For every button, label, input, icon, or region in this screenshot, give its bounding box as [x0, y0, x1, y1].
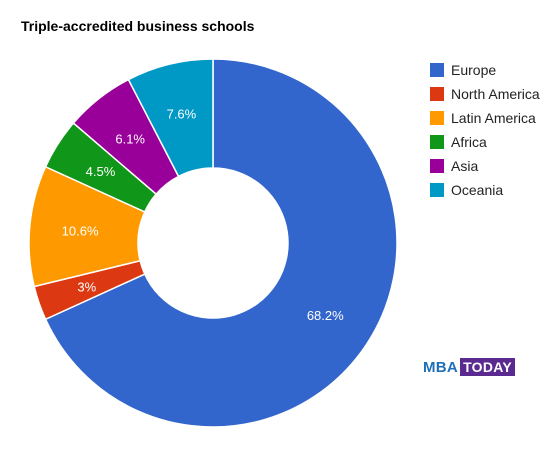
logo-mba-text: MBA — [423, 358, 459, 376]
legend-label-africa: Africa — [451, 134, 487, 150]
slice-label-north-america: 3% — [77, 280, 96, 295]
legend-item-asia: Asia — [430, 154, 540, 178]
slice-label-asia: 6.1% — [115, 131, 145, 146]
legend-swatch-oceania — [430, 183, 444, 197]
slice-label-africa: 4.5% — [86, 164, 116, 179]
slice-label-europe: 68.2% — [307, 308, 344, 323]
legend-item-africa: Africa — [430, 130, 540, 154]
slice-label-latin-america: 10.6% — [62, 223, 99, 238]
legend-item-europe: Europe — [430, 58, 540, 82]
legend-label-europe: Europe — [451, 62, 497, 78]
legend-swatch-europe — [430, 63, 444, 77]
legend-item-oceania: Oceania — [430, 178, 540, 202]
logo-today-text: TODAY — [460, 358, 516, 376]
chart-title: Triple-accredited business schools — [21, 18, 255, 34]
legend-label-asia: Asia — [451, 158, 479, 174]
legend-label-north-america: North America — [451, 86, 540, 102]
legend-label-latin-america: Latin America — [451, 110, 536, 126]
legend-swatch-north-america — [430, 87, 444, 101]
legend-item-north-america: North America — [430, 82, 540, 106]
slice-oceania — [127, 58, 214, 178]
legend-swatch-latin-america — [430, 111, 444, 125]
legend-swatch-africa — [430, 135, 444, 149]
mba-today-logo: MBA TODAY — [423, 358, 516, 376]
legend-swatch-asia — [430, 159, 444, 173]
chart-legend: Europe North America Latin America Africa As… — [430, 58, 540, 202]
slice-label-oceania: 7.6% — [167, 106, 197, 121]
legend-item-latin-america: Latin America — [430, 106, 540, 130]
legend-label-oceania: Oceania — [451, 182, 504, 198]
slice-europe — [44, 58, 398, 428]
